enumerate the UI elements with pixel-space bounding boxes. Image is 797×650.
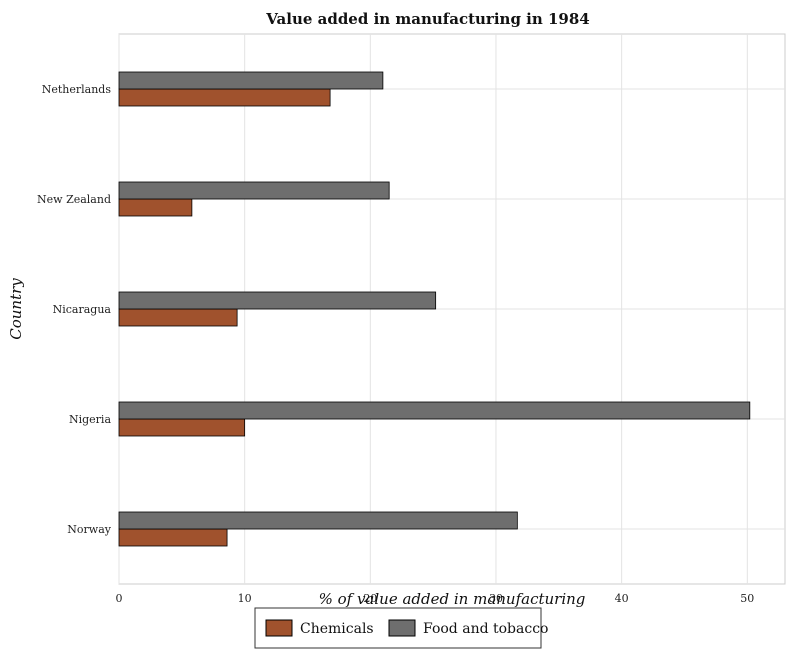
x-tick-label: 10: [238, 592, 252, 605]
bar-food-and-tobacco-nicaragua: [118, 291, 437, 310]
x-tick-label: 50: [740, 592, 754, 605]
plot-area: 0 10 20 30 40 50 Netherlands New Zealand Nicara…: [37, 33, 786, 605]
y-tick-labels: Netherlands New Zealand Nicaragua Nigeria No…: [37, 83, 112, 536]
x-tick-label: 0: [116, 592, 123, 605]
bars: [118, 71, 751, 547]
bar-chemicals-netherlands: [118, 88, 331, 107]
x-tick-label: 30: [489, 592, 503, 605]
x-tick-labels: 0 10 20 30 40 50: [116, 592, 755, 605]
y-tick-label-nicaragua: Nicaragua: [53, 303, 112, 316]
bar-food-and-tobacco-new-zealand: [118, 181, 390, 200]
bar-chemicals-nicaragua: [118, 308, 238, 327]
y-tick-label-norway: Norway: [67, 523, 111, 536]
bar-food-and-tobacco-netherlands: [118, 71, 384, 90]
legend-swatch-chemicals: [265, 619, 293, 637]
bar-food-and-tobacco-norway: [118, 511, 518, 530]
chart-title: Value added in manufacturing in 1984: [265, 10, 589, 28]
legend-label-chemicals: Chemicals: [300, 621, 374, 637]
bar-food-and-tobacco-nigeria: [118, 401, 751, 420]
legend-label-food-and-tobacco: Food and tobacco: [423, 621, 548, 637]
x-tick-label: 40: [615, 592, 629, 605]
bar-chemicals-new-zealand: [118, 198, 193, 217]
y-tick-label-new-zealand: New Zealand: [37, 193, 111, 206]
y-tick-label-netherlands: Netherlands: [42, 83, 112, 96]
x-tick-label: 20: [363, 592, 377, 605]
x-axis-label: % of value added in manufacturing: [319, 590, 586, 608]
bar-chemicals-norway: [118, 528, 228, 547]
y-tick-label-nigeria: Nigeria: [69, 413, 111, 426]
legend: Chemicals Food and tobacco: [254, 607, 548, 649]
y-axis-label: Country: [7, 278, 25, 340]
legend-swatch-food-and-tobacco: [388, 619, 416, 637]
bar-chemicals-nigeria: [118, 418, 246, 437]
